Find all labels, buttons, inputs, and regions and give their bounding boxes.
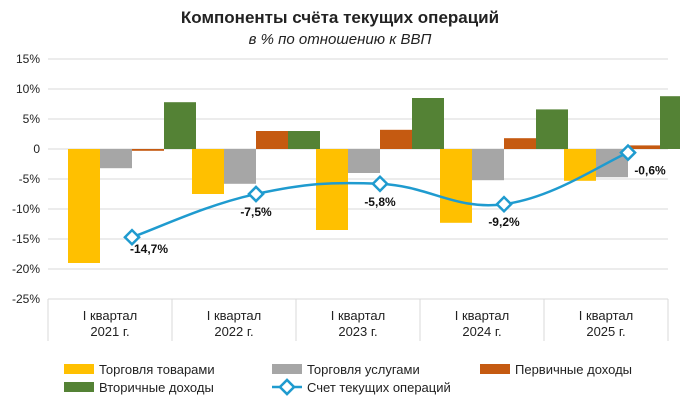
data-label: -9,2%	[488, 215, 520, 229]
x-tick-label: I квартал	[83, 308, 137, 323]
legend-swatch	[64, 364, 94, 374]
bar	[100, 149, 132, 169]
legend-label: Торговля товарами	[99, 362, 215, 377]
bar	[132, 149, 164, 151]
bars	[68, 96, 680, 263]
data-label: -14,7%	[130, 242, 168, 256]
bar	[660, 96, 680, 149]
bar	[440, 149, 472, 223]
bar	[472, 149, 504, 181]
y-tick-label: 15%	[16, 52, 40, 66]
legend-label: Вторичные доходы	[99, 380, 214, 395]
y-axis: 15% 10% 5% 0 -5% -10% -15% -20% -25%	[12, 52, 40, 306]
bar	[348, 149, 380, 173]
data-labels: -14,7% -7,5% -5,8% -9,2% -0,6%	[130, 164, 666, 257]
y-tick-label: -5%	[19, 172, 41, 186]
bar	[564, 149, 596, 181]
x-tick-label: 2021 г.	[90, 324, 129, 339]
y-tick-label: -15%	[12, 232, 40, 246]
x-tick-label: I квартал	[455, 308, 509, 323]
chart-title: Компоненты счёта текущих операций	[181, 8, 499, 27]
line-marker	[123, 228, 141, 247]
current-account-line	[123, 143, 637, 247]
y-tick-label: 5%	[23, 112, 41, 126]
bar	[224, 149, 256, 184]
bar	[536, 109, 568, 149]
line-marker	[371, 174, 389, 193]
gridlines	[47, 58, 669, 341]
y-tick-label: -10%	[12, 202, 40, 216]
bar	[68, 149, 100, 263]
bar	[192, 149, 224, 194]
x-tick-label: 2023 г.	[338, 324, 377, 339]
x-tick-label: I квартал	[331, 308, 385, 323]
legend-label: Счет текущих операций	[307, 380, 451, 395]
line-marker	[619, 143, 637, 162]
line-marker	[495, 195, 513, 214]
chart-subtitle: в % по отношению к ВВП	[249, 31, 432, 48]
data-label: -7,5%	[240, 205, 272, 219]
data-label: -0,6%	[634, 164, 666, 178]
bar	[628, 145, 660, 149]
x-tick-label: 2025 г.	[586, 324, 625, 339]
x-tick-label: 2024 г.	[462, 324, 501, 339]
line-marker	[247, 185, 265, 203]
legend-label: Торговля услугами	[307, 362, 420, 377]
data-label: -5,8%	[364, 195, 396, 209]
bar	[412, 98, 444, 149]
bar	[288, 131, 320, 149]
legend-swatch	[480, 364, 510, 374]
y-tick-label: -25%	[12, 292, 40, 306]
y-tick-label: -20%	[12, 262, 40, 276]
legend-label: Первичные доходы	[515, 362, 632, 377]
bar	[316, 149, 348, 230]
y-tick-label: 10%	[16, 82, 40, 96]
y-tick-label: 0	[33, 142, 40, 156]
legend-swatch	[272, 364, 302, 374]
x-tick-label: I квартал	[207, 308, 261, 323]
x-tick-label: 2022 г.	[214, 324, 253, 339]
bar	[380, 129, 412, 149]
legend-marker	[278, 378, 296, 396]
bar	[164, 102, 196, 149]
legend: Торговля товарами Торговля услугами Первич…	[64, 362, 632, 396]
x-tick-label: I квартал	[579, 308, 633, 323]
legend-swatch	[64, 382, 94, 392]
bar	[504, 138, 536, 149]
bar	[256, 131, 288, 149]
